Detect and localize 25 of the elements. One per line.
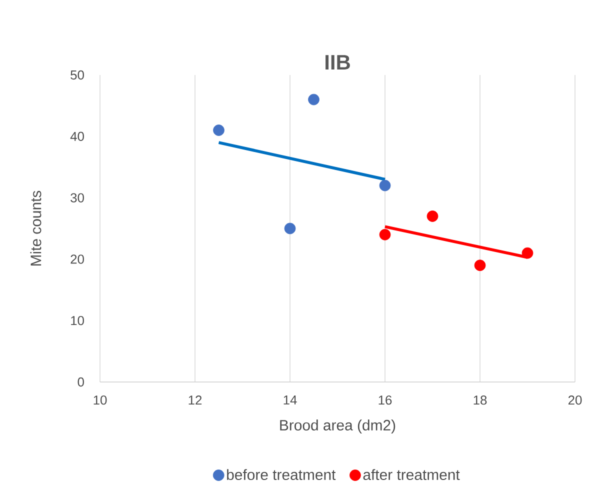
legend-label: after treatment	[363, 469, 460, 480]
x-tick-label: 14	[284, 396, 297, 404]
x-tick-label: 12	[188, 396, 202, 405]
point	[284, 222, 296, 234]
x-tick-label: 18	[474, 396, 487, 405]
x-tick-label: 20	[568, 396, 582, 405]
point	[379, 228, 391, 240]
point	[213, 124, 224, 136]
point	[379, 180, 391, 192]
y-tick-label: 10	[71, 316, 84, 326]
chart-title: IIB	[326, 55, 350, 70]
y-axis-title: Mite counts	[30, 190, 42, 266]
y-tick-label: 20	[70, 254, 84, 264]
x-tick-label: 16	[378, 396, 392, 405]
legend-label: before treatment	[227, 469, 336, 480]
point	[522, 247, 534, 259]
x-tick-label: 10	[94, 396, 107, 405]
y-tick-label: 0	[78, 377, 84, 387]
point	[426, 210, 438, 222]
point	[474, 260, 486, 272]
y-tick-label: 50	[70, 70, 84, 80]
y-tick-label: 40	[70, 132, 84, 141]
y-tick-label: 30	[70, 193, 84, 202]
x-axis-title: Brood area (dm2)	[280, 420, 396, 434]
point	[308, 94, 320, 106]
